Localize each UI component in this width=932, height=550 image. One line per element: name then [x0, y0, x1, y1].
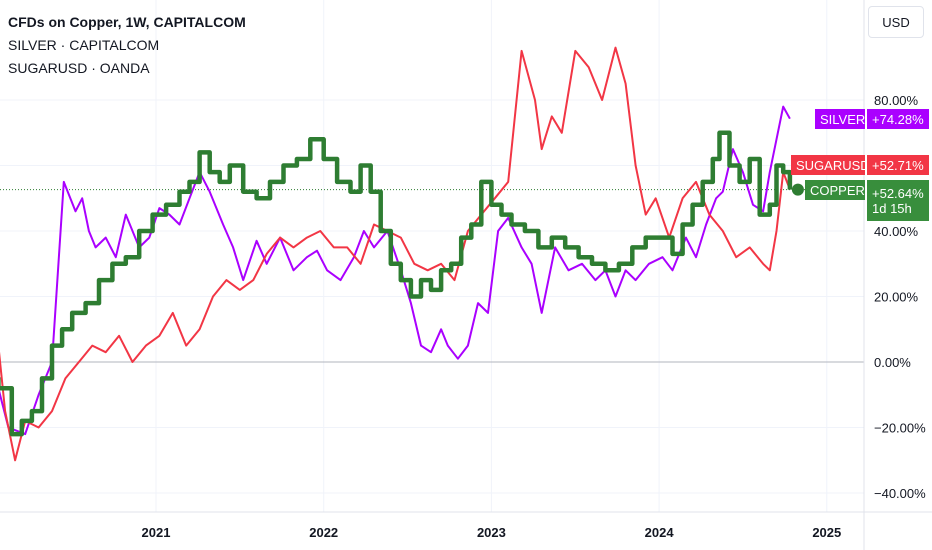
- price-axis-tick: −40.00%: [874, 486, 926, 501]
- price-axis-tick: 0.00%: [874, 355, 911, 370]
- time-axis-tick: 2021: [142, 525, 171, 540]
- series-line-copper: [0, 130, 793, 437]
- series-line-silver: [0, 105, 791, 436]
- copper-price-tag-percent: +52.64%: [872, 185, 924, 201]
- time-axis-tick: 2022: [309, 525, 338, 540]
- silver-price-tag-value: +74.28%: [867, 109, 929, 129]
- copper-price-tag-value: +52.64% 1d 15h: [867, 180, 929, 221]
- series-layer: [0, 46, 793, 462]
- sugar-price-tag-value: +52.71%: [867, 155, 929, 175]
- chart-legend: CFDs on Copper, 1W, CAPITALCOM SILVER · …: [8, 11, 246, 80]
- time-axis-tick: 2023: [477, 525, 506, 540]
- legend-main-symbol[interactable]: CFDs on Copper, 1W, CAPITALCOM: [8, 14, 246, 30]
- price-axis-tick: 80.00%: [874, 93, 919, 108]
- price-axis-tick: 40.00%: [874, 224, 919, 239]
- time-axis-tick: 2025: [812, 525, 841, 540]
- price-axis-tick: −20.00%: [874, 421, 926, 436]
- copper-bar-countdown: 1d 15h: [872, 200, 912, 216]
- copper-price-tag-name: COPPER: [805, 180, 865, 200]
- legend-compare-sugar[interactable]: SUGARUSD · OANDA: [8, 60, 150, 76]
- copper-last-price-dot: [791, 183, 804, 196]
- legend-compare-silver[interactable]: SILVER · CAPITALCOM: [8, 37, 160, 53]
- price-axis-tick: 20.00%: [874, 290, 919, 305]
- currency-button[interactable]: USD: [868, 6, 924, 38]
- time-axis-labels: 2021 2022 2023 2024 2025: [142, 525, 842, 540]
- series-line-sugarusd: [0, 46, 791, 462]
- sugar-price-tag-name: SUGARUSD: [791, 155, 870, 175]
- silver-price-tag-name: SILVER: [815, 109, 865, 129]
- time-axis-tick: 2024: [645, 525, 675, 540]
